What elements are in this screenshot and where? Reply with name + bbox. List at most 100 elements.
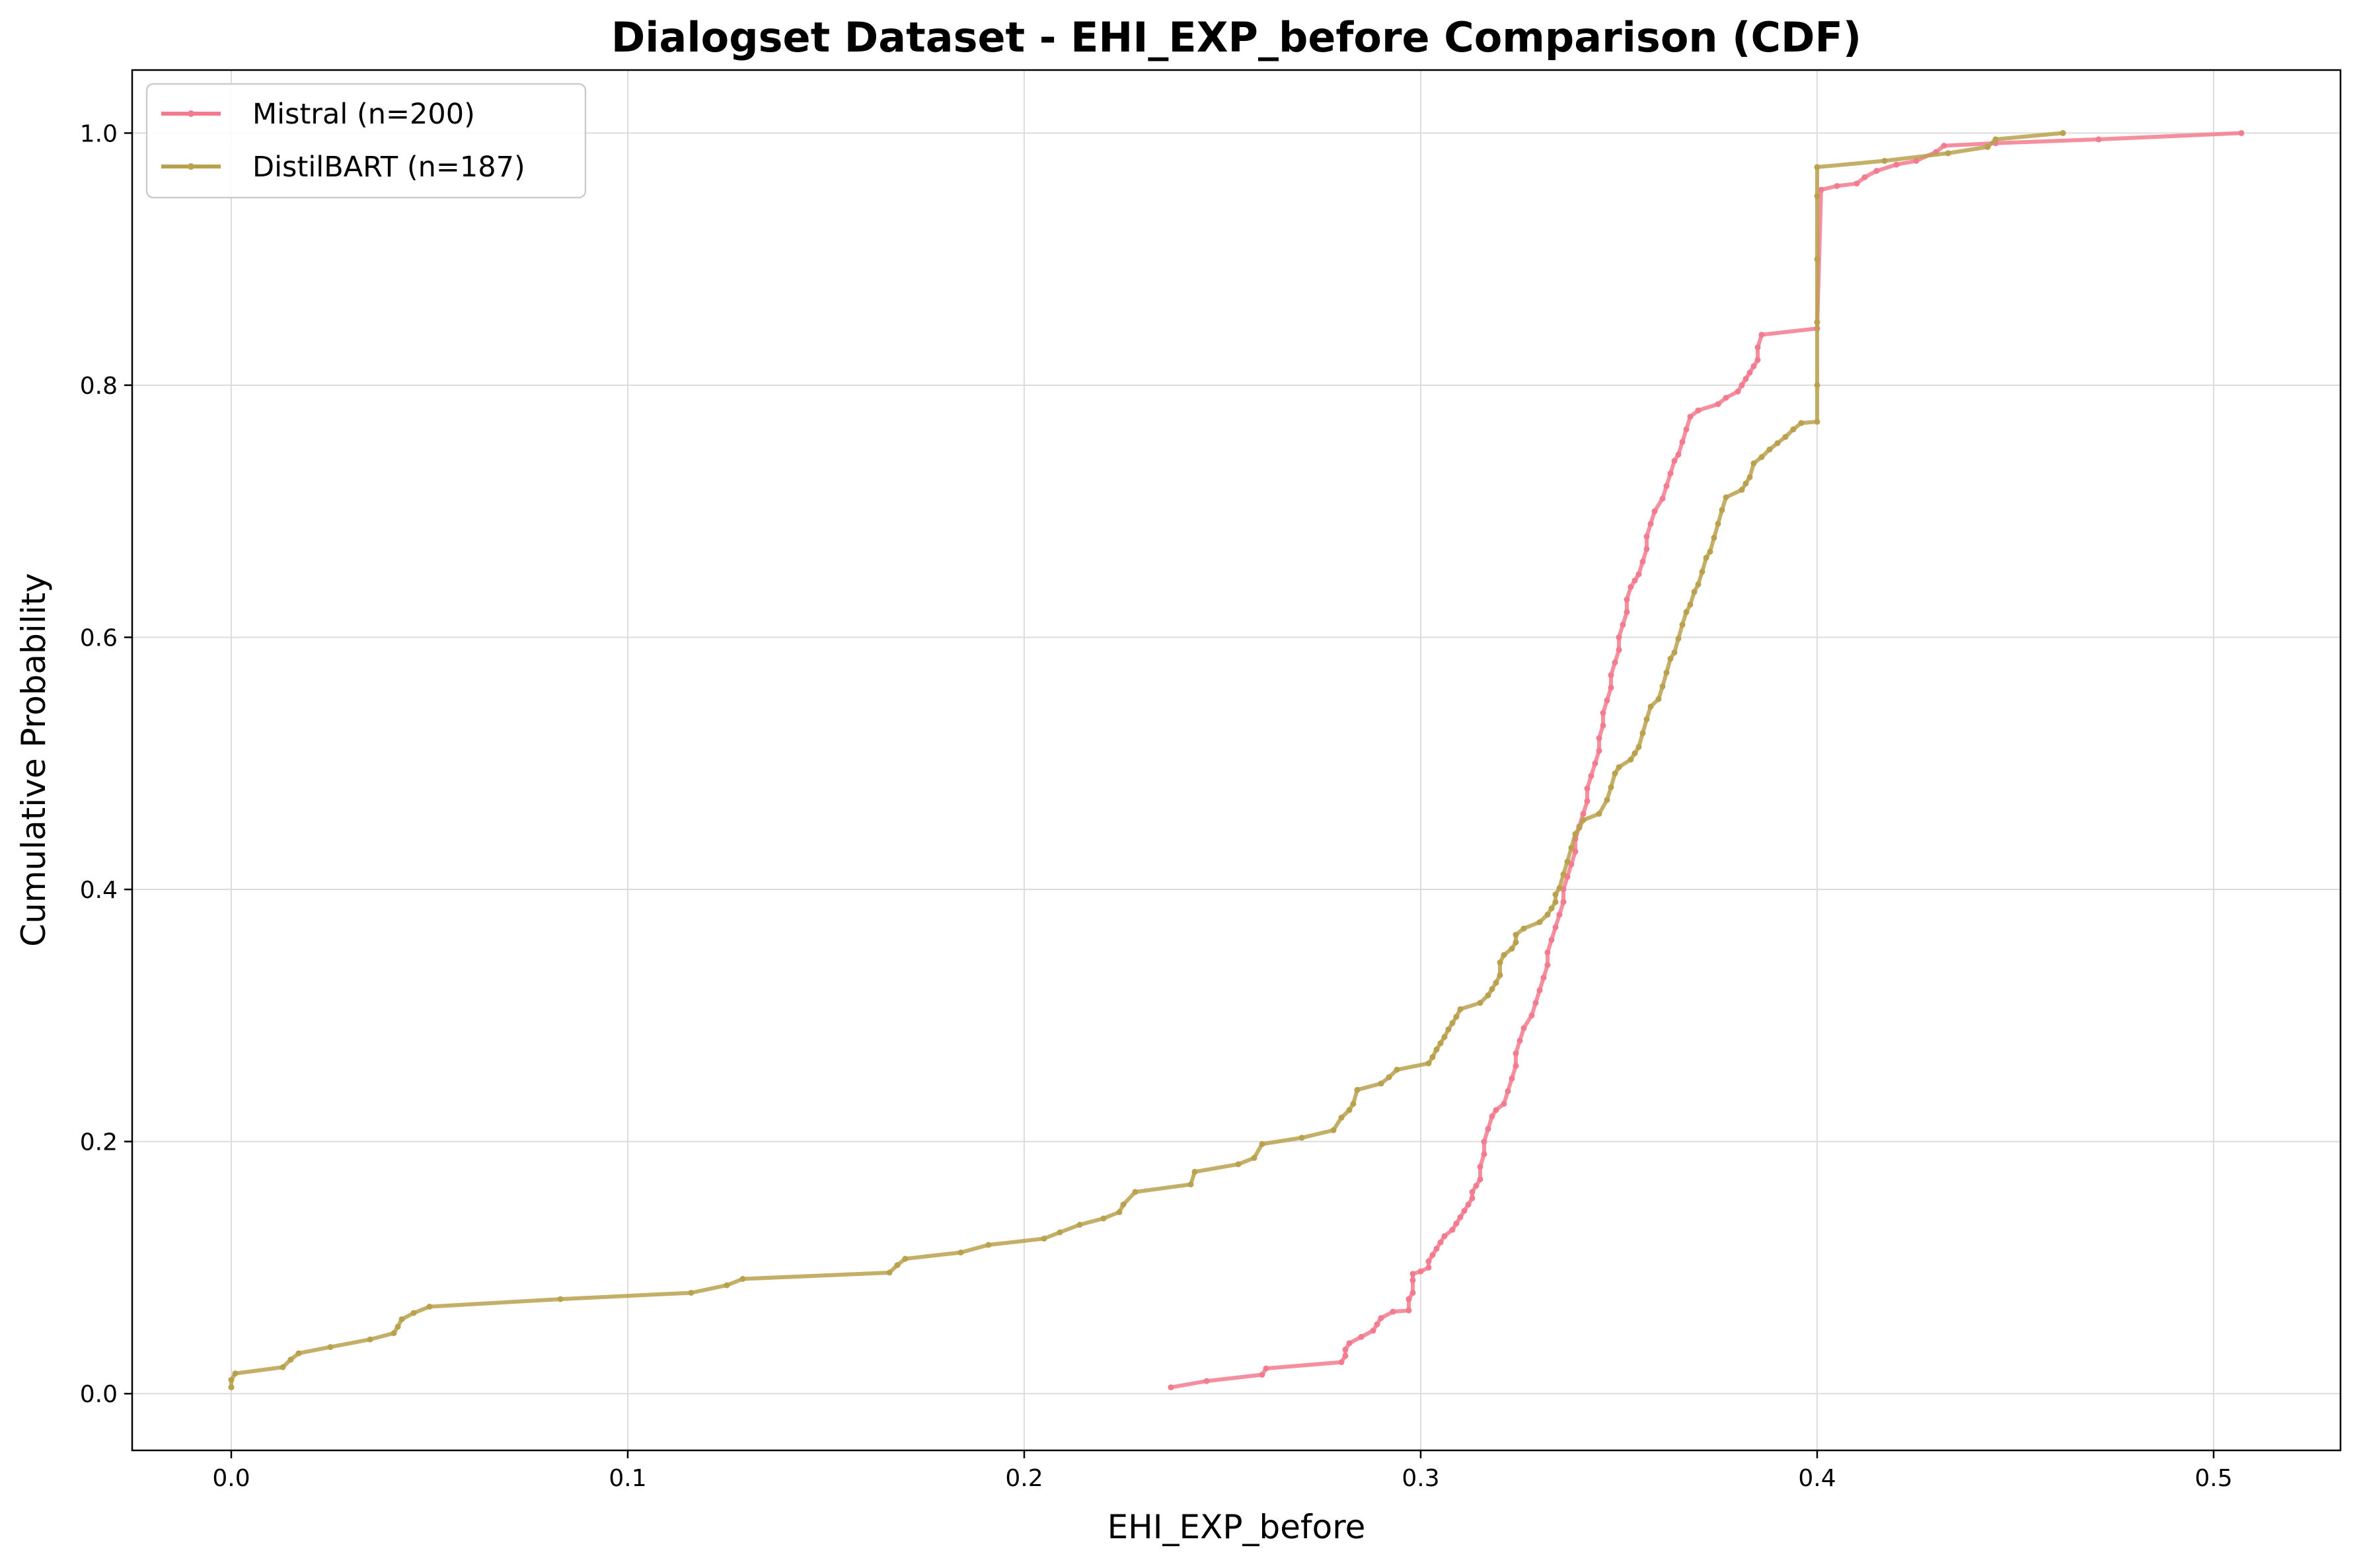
- data-point: [1675, 451, 1682, 458]
- legend-swatch-marker: [188, 110, 194, 117]
- data-point: [1600, 722, 1606, 729]
- data-point: [1433, 1246, 1440, 1252]
- data-point: [724, 1282, 730, 1288]
- data-point: [1394, 1066, 1400, 1073]
- data-point: [1695, 581, 1702, 587]
- data-point: [1350, 1100, 1357, 1107]
- data-point: [1449, 1226, 1456, 1233]
- data-point: [1485, 1126, 1491, 1132]
- data-point: [1604, 697, 1610, 704]
- data-point: [1520, 1025, 1527, 1031]
- data-point: [1687, 601, 1694, 608]
- data-point: [1370, 1327, 1376, 1334]
- data-point: [1635, 571, 1642, 578]
- data-point: [1659, 683, 1666, 690]
- data-point: [1746, 369, 1753, 376]
- data-point: [1723, 494, 1729, 501]
- x-tick-label: 0.1: [609, 1465, 646, 1492]
- data-point: [398, 1316, 405, 1323]
- data-point: [1481, 1151, 1487, 1158]
- data-point: [1552, 924, 1559, 930]
- data-point: [1612, 659, 1618, 666]
- data-point: [1338, 1359, 1345, 1365]
- data-point: [1342, 1346, 1349, 1353]
- data-point: [1477, 1176, 1483, 1183]
- data-point: [1580, 817, 1587, 823]
- data-point: [426, 1304, 433, 1310]
- data-point: [1560, 899, 1567, 905]
- data-point: [1457, 1006, 1464, 1012]
- y-tick-label: 0.8: [80, 373, 118, 400]
- data-point: [1532, 1000, 1539, 1006]
- data-point: [1409, 1290, 1416, 1296]
- data-point: [1608, 672, 1614, 679]
- data-point: [1854, 180, 1860, 187]
- x-axis-ticks: 0.0 0.1 0.2 0.3 0.4 0.5: [212, 1450, 2233, 1492]
- data-point: [1057, 1229, 1063, 1236]
- data-point: [1631, 578, 1638, 584]
- data-point: [1469, 1195, 1476, 1201]
- data-point: [280, 1364, 286, 1370]
- data-point: [1481, 1139, 1487, 1145]
- data-point: [1735, 389, 1741, 394]
- data-point: [1429, 1054, 1436, 1061]
- plot-frame: [131, 69, 2342, 1452]
- x-tick-label: 0.5: [2194, 1465, 2232, 1492]
- data-point: [1814, 319, 1820, 326]
- data-point: [1378, 1080, 1384, 1087]
- data-point: [1536, 987, 1543, 994]
- data-point: [1620, 621, 1626, 628]
- data-point: [1992, 136, 1999, 143]
- series-1: [1168, 130, 2245, 1391]
- data-point: [1711, 535, 1717, 541]
- data-point: [1489, 986, 1495, 992]
- data-point: [1893, 161, 1900, 168]
- y-tick-label: 0.0: [80, 1381, 118, 1408]
- data-point: [1667, 470, 1674, 476]
- data-point: [1719, 507, 1725, 513]
- data-point: [886, 1269, 893, 1276]
- data-point: [902, 1255, 909, 1262]
- data-point: [1263, 1365, 1269, 1372]
- data-point: [1425, 1258, 1432, 1265]
- data-point: [1560, 871, 1567, 877]
- data-point: [1513, 932, 1519, 938]
- data-point: [1457, 1214, 1464, 1220]
- data-point: [1544, 911, 1551, 918]
- data-point: [1405, 1307, 1412, 1314]
- series-2: [228, 130, 2066, 1391]
- data-point: [1330, 1127, 1337, 1133]
- data-point: [1203, 1378, 1210, 1384]
- legend-entry: Mistral (n=200): [161, 98, 475, 131]
- data-point: [1429, 1251, 1436, 1258]
- data-point: [1497, 959, 1503, 966]
- data-point: [1758, 332, 1765, 338]
- data-point: [1564, 858, 1571, 865]
- data-point: [1643, 533, 1650, 540]
- data-point: [1746, 474, 1753, 480]
- data-point: [394, 1324, 401, 1330]
- data-point: [1651, 508, 1658, 515]
- data-point: [1663, 483, 1670, 490]
- legend-label: Mistral (n=200): [252, 98, 475, 131]
- data-point: [1913, 157, 1920, 164]
- data-point: [1667, 655, 1674, 662]
- data-point: [1814, 193, 1820, 200]
- y-axis-ticks: 0.0 0.2 0.4 0.6 0.8 1.0: [80, 120, 132, 1408]
- data-point: [1473, 1182, 1479, 1189]
- data-point: [1600, 710, 1606, 716]
- data-point: [1544, 949, 1551, 955]
- data-point: [1588, 772, 1594, 779]
- data-point: [1493, 1107, 1499, 1113]
- data-point: [1259, 1372, 1265, 1378]
- data-point: [1100, 1215, 1107, 1222]
- data-point: [1548, 936, 1555, 943]
- data-point: [1453, 1014, 1460, 1020]
- data-point: [1358, 1333, 1365, 1340]
- data-point: [1489, 1113, 1495, 1119]
- data-point: [1604, 797, 1610, 803]
- data-point: [1671, 457, 1678, 464]
- data-point: [1881, 157, 1888, 164]
- data-point: [1679, 621, 1686, 628]
- data-point: [1790, 426, 1797, 433]
